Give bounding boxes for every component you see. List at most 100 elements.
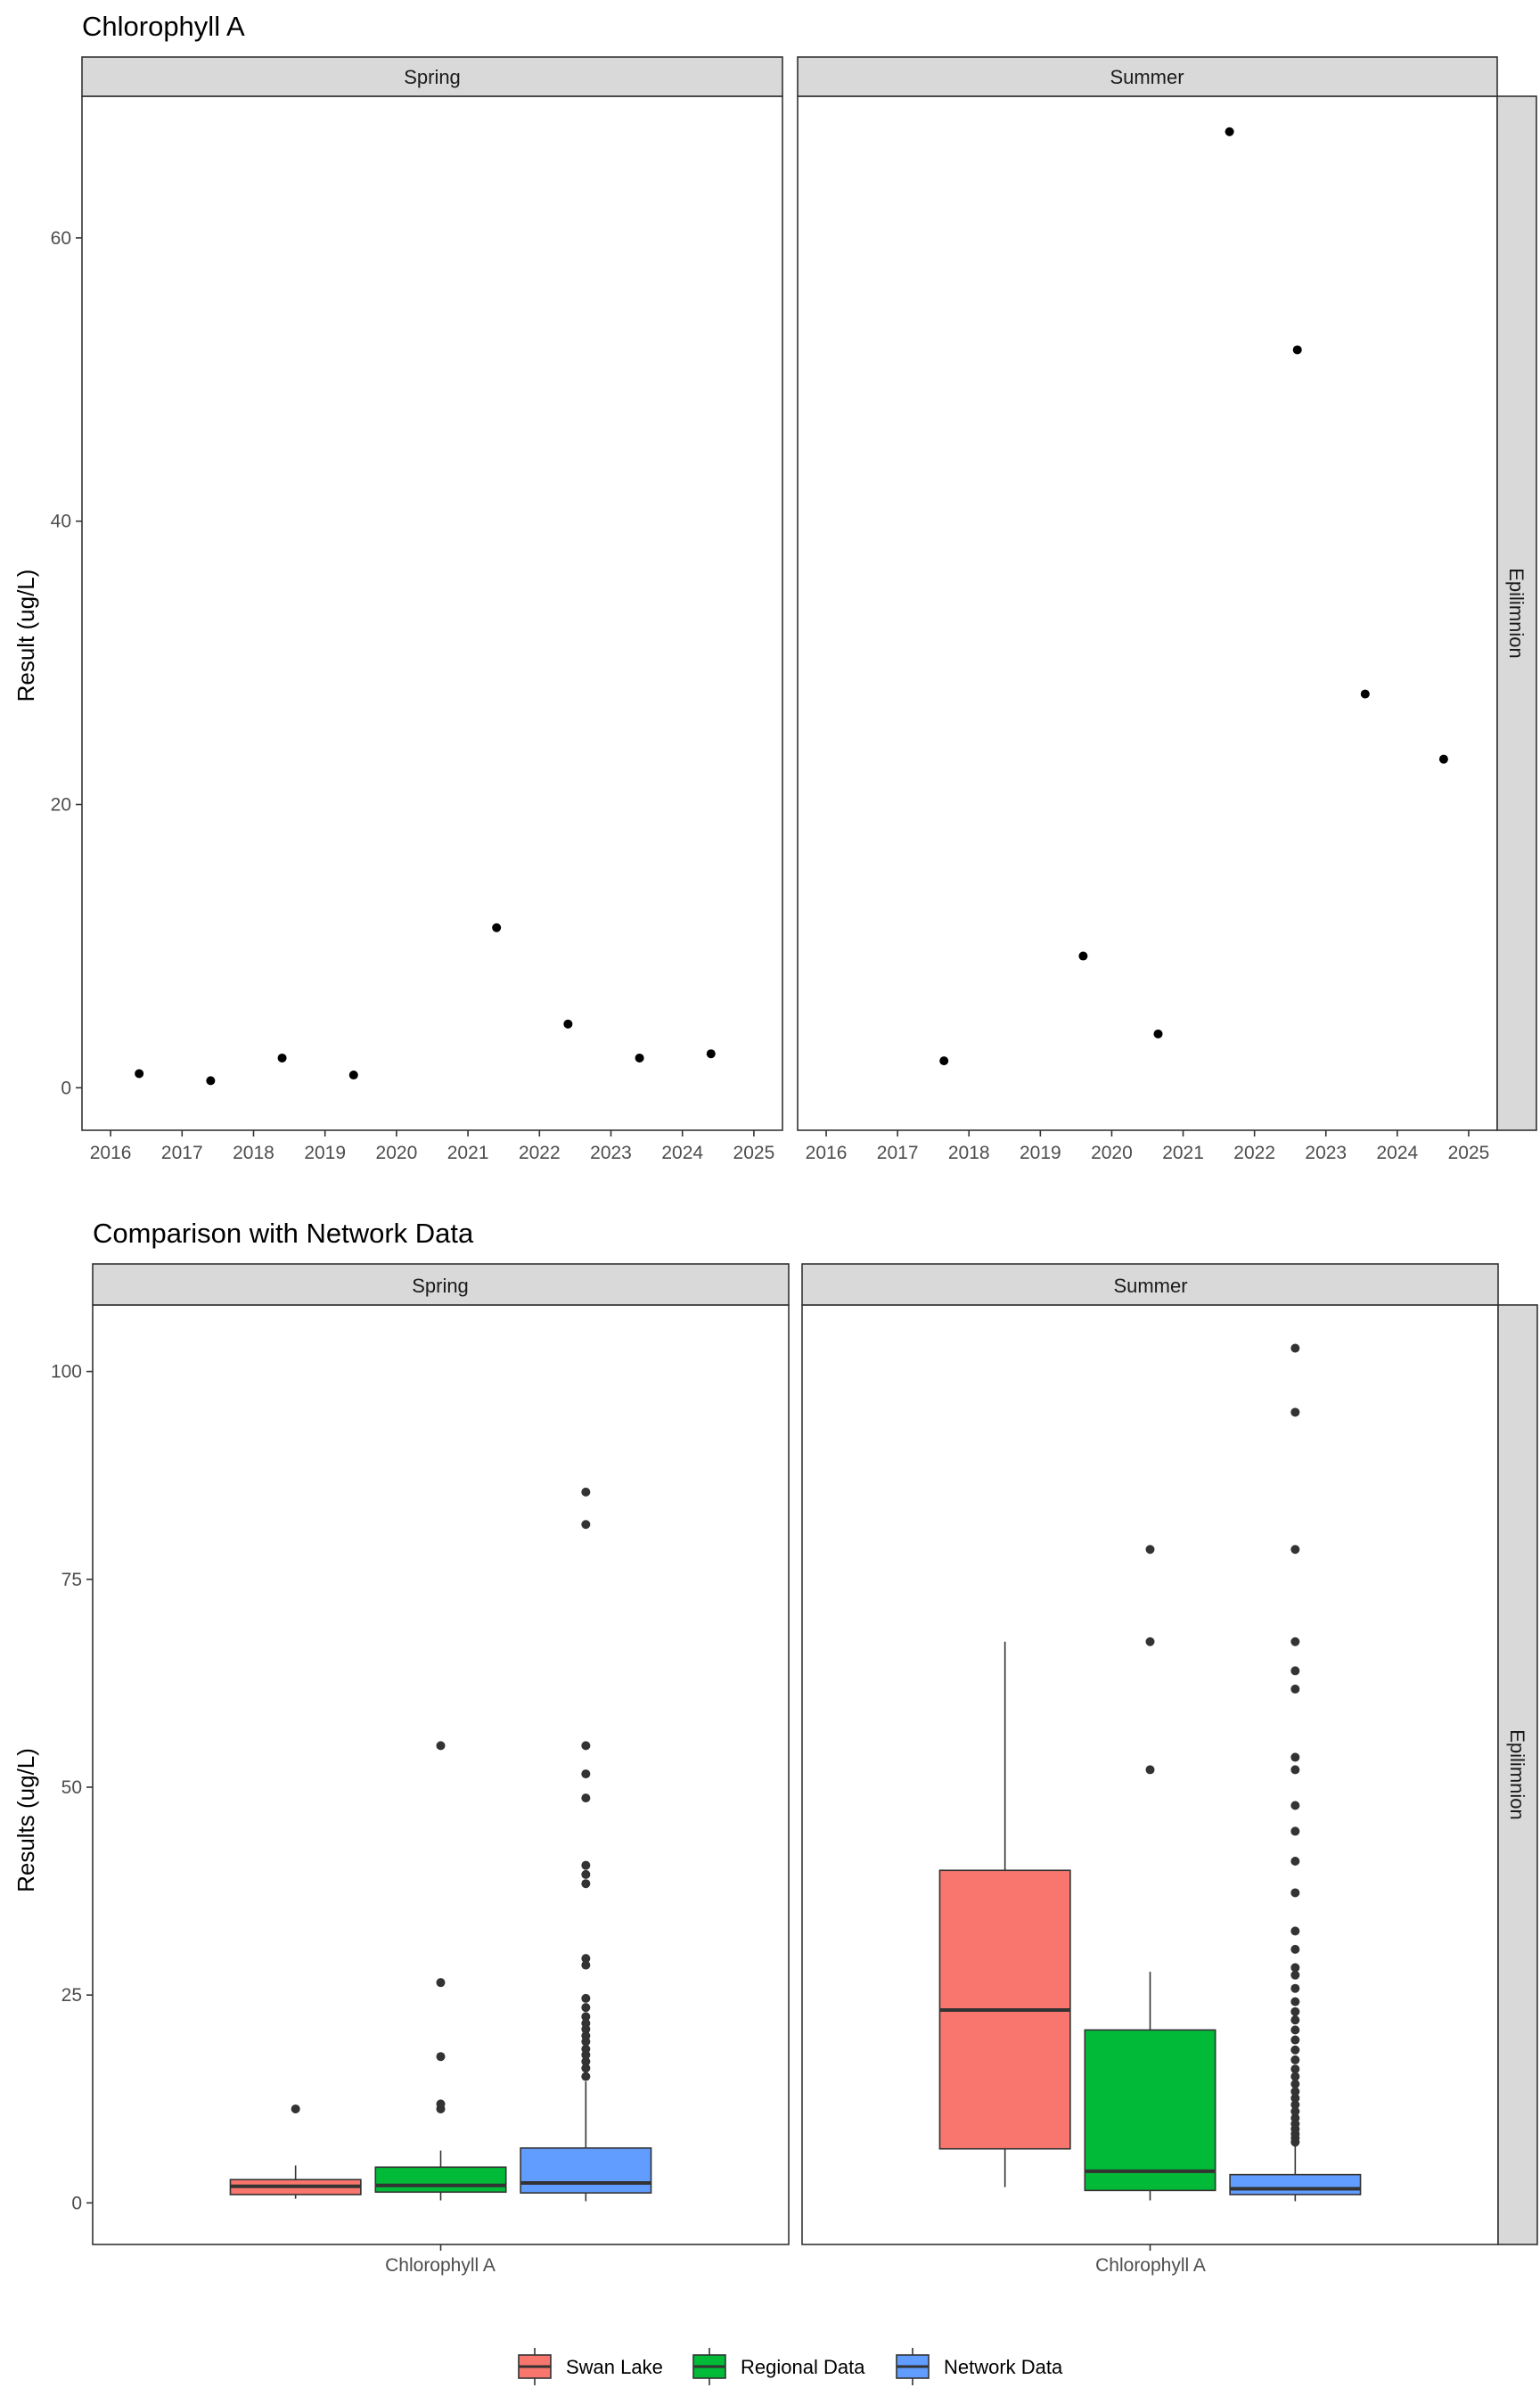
- scatter-facet-strips: Spring Summer Epilimnion: [81, 56, 1537, 1131]
- box-outlier: [1290, 1801, 1300, 1810]
- data-point: [706, 1049, 716, 1059]
- box-outlier: [1290, 1545, 1300, 1555]
- scatter-chart-chlorophyll: Chlorophyll A Result (ug/L) 0 20 40 60 2016…: [12, 11, 1537, 1163]
- box-outlier: [436, 2052, 446, 2062]
- x-tick-label: 2020: [1091, 1143, 1133, 1163]
- box-outlier: [581, 1793, 591, 1803]
- y-tick-label: 60: [51, 228, 71, 249]
- scatter-chart-title: Chlorophyll A: [82, 11, 245, 42]
- x-tick-label: 2016: [90, 1143, 132, 1163]
- boxplot-chart-title: Comparison with Network Data: [93, 1218, 474, 1249]
- strip-spring-bottom-label: Spring: [412, 1275, 469, 1297]
- x-tick-label: 2017: [161, 1143, 203, 1163]
- box-outlier: [581, 2018, 591, 2028]
- box-outlier: [1290, 2006, 1300, 2016]
- strip-summer-top: [797, 56, 1498, 97]
- y-tick-label: 0: [61, 1078, 71, 1098]
- box-outlier: [1290, 2035, 1300, 2045]
- data-point: [348, 1071, 358, 1080]
- box-outlier: [436, 1741, 446, 1751]
- data-point: [277, 1053, 287, 1063]
- boxplot-panel-bg: [93, 1305, 789, 2244]
- data-point: [1438, 754, 1448, 764]
- data-point: [492, 923, 502, 932]
- box-outlier: [1290, 1752, 1300, 1762]
- x-tick-label: 2020: [376, 1143, 418, 1163]
- box-outlier: [581, 2003, 591, 2013]
- x-tick-label: 2024: [661, 1143, 703, 1163]
- x-tick-label: 2021: [1162, 1143, 1204, 1163]
- box-outlier: [1290, 1637, 1300, 1646]
- scatter-y-axis: 0 20 40 60: [51, 228, 82, 1098]
- box-outlier: [581, 2044, 591, 2054]
- strip-epilimnion-bottom-label: Epilimnion: [1506, 1729, 1528, 1820]
- boxplot-y-axis-title: Results (ug/L): [12, 1748, 39, 1892]
- legend-label: Network Data: [944, 2356, 1063, 2378]
- box-outlier: [1145, 1545, 1155, 1555]
- box-outlier: [1290, 1997, 1300, 2006]
- box-outlier: [291, 2104, 300, 2113]
- box-outlier: [581, 1860, 591, 1870]
- strip-epilimnion-bottom: [1497, 1304, 1538, 2245]
- scatter-x-axis: 2016 2017 2018 2019 2020 2021 2022 2023 2024 2025…: [90, 1130, 1489, 1163]
- box-outlier: [1290, 2113, 1300, 2123]
- box-outlier: [1290, 2093, 1300, 2103]
- x-tick-label: 2016: [806, 1143, 848, 1163]
- x-tick-label: 2021: [447, 1143, 489, 1163]
- box-outlier: [1290, 1944, 1300, 1954]
- strip-epilimnion-top-label: Epilimnion: [1505, 568, 1528, 659]
- box-outlier: [1290, 2087, 1300, 2096]
- x-tick-label: 2018: [233, 1143, 274, 1163]
- boxplot-chart-comparison: Comparison with Network Data Results (ug…: [12, 1218, 1538, 2385]
- box-outlier: [1290, 1857, 1300, 1867]
- box-outlier: [1290, 1343, 1300, 1353]
- y-tick-label: 0: [71, 2193, 82, 2213]
- x-tick-label-summer: Chlorophyll A: [1095, 2255, 1206, 2276]
- box-iqr: [520, 2147, 652, 2194]
- box-outlier: [1290, 1970, 1300, 1980]
- legend-label: Swan Lake: [566, 2356, 663, 2378]
- box-outlier: [581, 1869, 591, 1879]
- legend-label: Regional Data: [741, 2356, 865, 2378]
- data-point: [635, 1053, 644, 1063]
- box-outlier: [581, 1520, 591, 1530]
- scatter-panel-bg: [798, 96, 1497, 1130]
- strip-summer-bottom-label: Summer: [1113, 1275, 1187, 1297]
- x-tick-label: 2022: [519, 1143, 561, 1163]
- legend-item: Swan Lake: [518, 2348, 663, 2385]
- x-tick-label: 2023: [590, 1143, 632, 1163]
- box-outlier: [1290, 2072, 1300, 2081]
- box-outlier: [581, 2072, 591, 2081]
- box-outlier: [1145, 1637, 1155, 1646]
- y-tick-label: 50: [61, 1777, 82, 1798]
- box-outlier: [581, 2056, 591, 2066]
- boxplot-legend: Swan Lake Regional Data Network Data: [518, 2348, 1063, 2385]
- box-iqr: [1084, 2029, 1216, 2192]
- strip-summer-top-label: Summer: [1110, 66, 1184, 88]
- strip-spring-bottom: [92, 1263, 790, 1306]
- box-outlier: [1290, 2045, 1300, 2055]
- data-point: [1292, 345, 1302, 355]
- y-tick-label: 20: [51, 795, 71, 816]
- data-point: [1078, 951, 1088, 961]
- box-outlier: [581, 2012, 591, 2022]
- y-tick-label: 75: [61, 1570, 82, 1590]
- box-outlier: [581, 2064, 591, 2073]
- x-tick-label: 2017: [877, 1143, 919, 1163]
- strip-spring-top: [81, 56, 783, 97]
- strip-spring-top-label: Spring: [404, 66, 461, 88]
- box-outlier: [581, 1993, 591, 2003]
- box-outlier: [1290, 2106, 1300, 2116]
- box-outlier: [1145, 1765, 1155, 1775]
- boxplot-boxes: [92, 1304, 1499, 2245]
- x-tick-label: 2019: [304, 1143, 346, 1163]
- legend-item: Regional Data: [692, 2348, 865, 2385]
- data-point: [135, 1069, 144, 1079]
- box-outlier: [581, 1487, 591, 1497]
- box-outlier: [581, 1954, 591, 1964]
- box-iqr: [1229, 2173, 1362, 2195]
- x-tick-label: 2019: [1020, 1143, 1061, 1163]
- boxplot-y-axis: 0 25 50 75 100: [51, 1362, 93, 2213]
- x-tick-label: 2025: [733, 1143, 775, 1163]
